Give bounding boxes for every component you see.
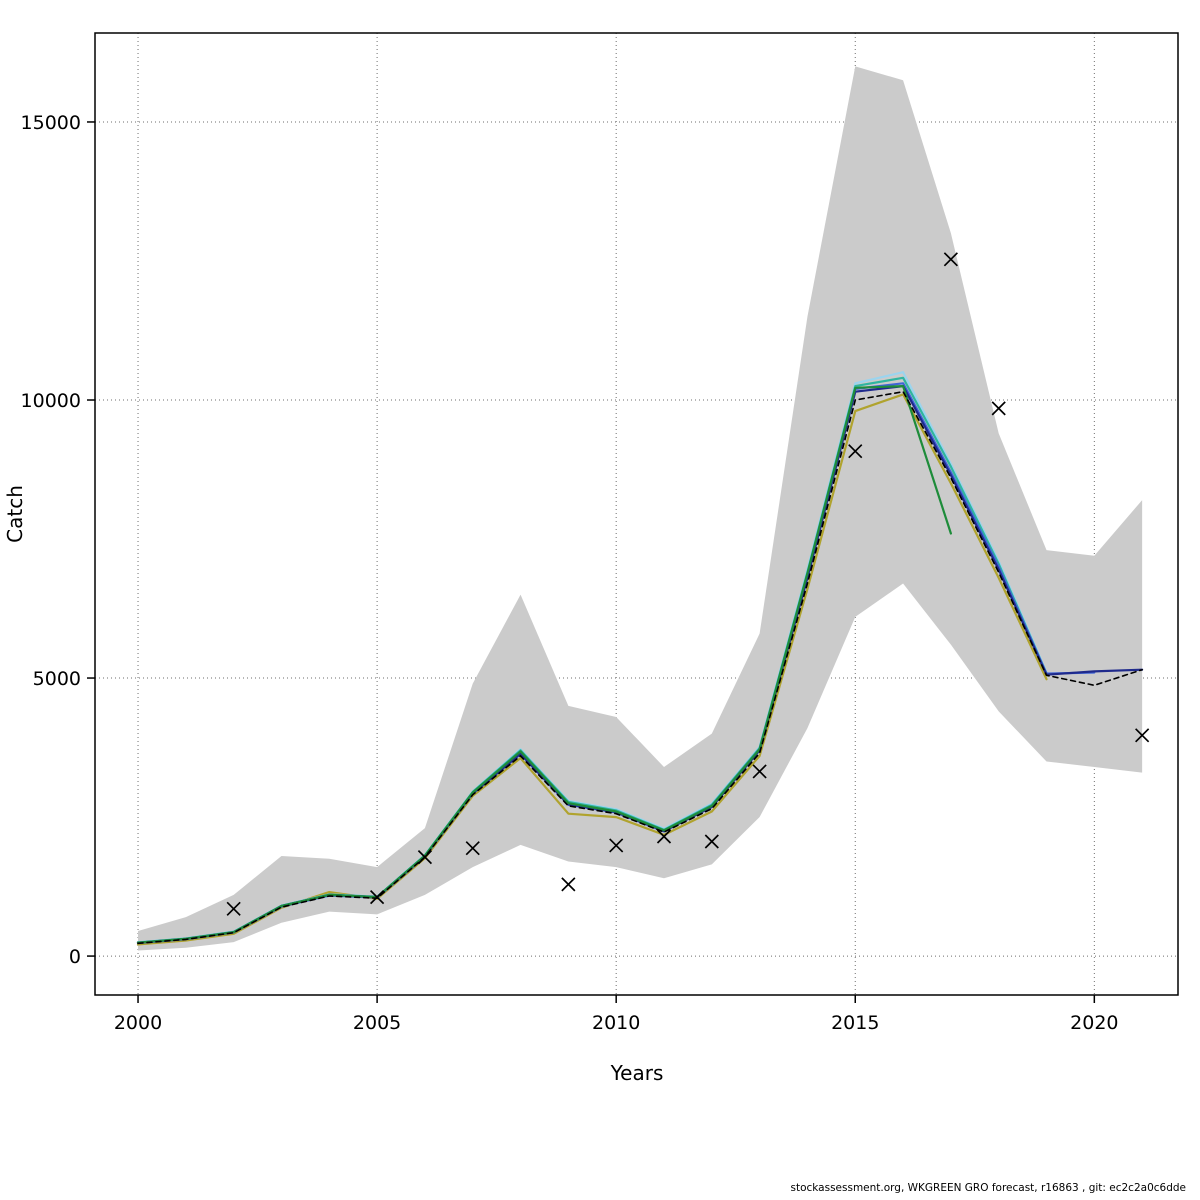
y-tick-label: 10000 [21,390,81,412]
observation-marker [656,829,672,844]
observation-marker [226,901,241,916]
y-axis-title: Catch [3,485,27,543]
confidence-band [138,66,1143,951]
observation-marker [417,849,433,865]
observation-marker [752,764,767,779]
plot-border [94,32,1179,996]
series-run-green [136,385,952,944]
observation-marker [848,444,863,459]
y-tick-label: 15000 [21,112,81,134]
x-tick-label: 2015 [831,1012,879,1034]
observation-marker [609,838,624,853]
observation-marker [370,890,385,905]
x-tick-label: 2010 [592,1012,640,1034]
observation-marker [1135,728,1150,743]
observation-marker [943,252,958,267]
observation-marker [991,401,1006,416]
y-tick-label: 5000 [33,668,81,690]
series-forecast-median [137,390,1143,945]
attribution-text: stockassessment.org, WKGREEN GRO forecas… [790,1182,1186,1194]
observation-marker [465,841,480,856]
x-tick-label: 2000 [114,1012,162,1034]
y-tick-label: 0 [69,946,81,968]
observation-marker [704,834,719,849]
observation-marker [561,877,576,892]
x-tick-label: 2005 [353,1012,401,1034]
x-axis-title: Years [610,1061,664,1085]
x-tick-label: 2020 [1070,1012,1118,1034]
